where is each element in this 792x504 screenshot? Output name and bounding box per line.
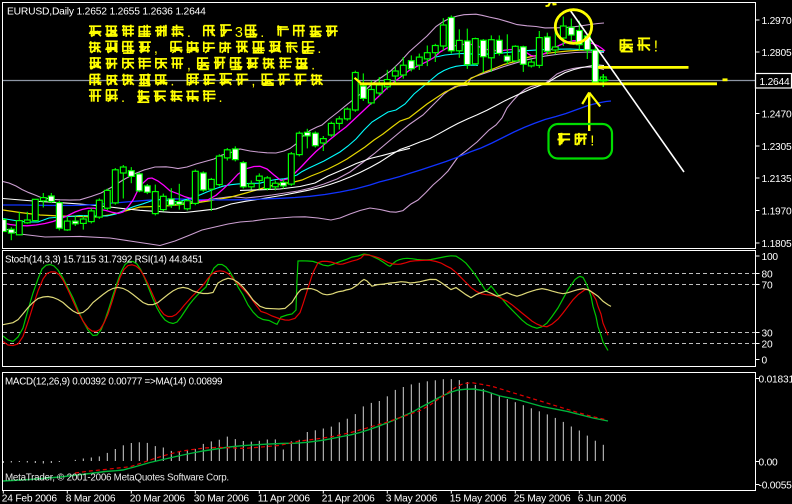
svg-text:70: 70: [762, 281, 773, 292]
svg-text:.: .: [121, 90, 125, 106]
svg-text:80: 80: [762, 270, 773, 281]
svg-text:1.2805: 1.2805: [762, 48, 792, 59]
svg-text:.: .: [187, 25, 191, 41]
svg-text:EURUSD,Daily 1.2652 1.2655 1.: EURUSD,Daily 1.2652 1.2655 1.2636 1.2644: [7, 7, 206, 18]
svg-text:0.00: 0.00: [759, 458, 779, 469]
svg-text:Stoch(14,3,3) 15.7115 31.7392: Stoch(14,3,3) 15.7115 31.7392 RSI(14) 44…: [5, 255, 203, 266]
svg-text:.: .: [311, 57, 315, 73]
svg-text:20: 20: [762, 340, 773, 351]
svg-text:8 Mar 2006: 8 Mar 2006: [66, 494, 116, 504]
svg-text:MetaTrader, © 2001-2006 MetaQu: MetaTrader, © 2001-2006 MetaQuotes Softw…: [5, 473, 229, 484]
svg-text:!: !: [654, 38, 658, 55]
svg-text:1.2135: 1.2135: [762, 174, 792, 185]
svg-text:15 May 2006: 15 May 2006: [450, 494, 507, 504]
svg-text:11 Apr 2006: 11 Apr 2006: [258, 494, 311, 504]
svg-text:MACD(12,26,9) 0.00392 0.00777: MACD(12,26,9) 0.00392 0.00777 =>MA(14) 0…: [5, 377, 222, 388]
svg-text:.: .: [317, 41, 321, 57]
svg-text:30: 30: [762, 329, 773, 340]
svg-text:1.2644: 1.2644: [760, 77, 790, 88]
svg-text:30 Mar 2006: 30 Mar 2006: [194, 494, 250, 504]
svg-text:25 May 2006: 25 May 2006: [514, 494, 571, 504]
svg-text:,: ,: [251, 74, 255, 90]
svg-text:,: ,: [187, 57, 191, 73]
svg-text:1.2970: 1.2970: [762, 16, 792, 27]
svg-text:20 Mar 2006: 20 Mar 2006: [130, 494, 186, 504]
svg-text:3 May 2006: 3 May 2006: [386, 494, 438, 504]
svg-text:0.01831: 0.01831: [759, 375, 792, 386]
svg-text:1.2305: 1.2305: [762, 142, 792, 153]
svg-text:.: .: [170, 74, 174, 90]
svg-text:1.2470: 1.2470: [762, 110, 792, 121]
svg-text:3: 3: [235, 25, 243, 41]
svg-text:1.1805: 1.1805: [762, 239, 792, 250]
svg-text:-0.00555: -0.00555: [759, 481, 792, 492]
svg-text:.: .: [260, 25, 264, 41]
svg-text:24 Feb 2006: 24 Feb 2006: [2, 494, 58, 504]
svg-text:1.1970: 1.1970: [762, 207, 792, 218]
svg-text:21 Apr 2006: 21 Apr 2006: [322, 494, 375, 504]
svg-text:0: 0: [762, 356, 768, 367]
svg-text:,: ,: [154, 41, 158, 57]
svg-text:100: 100: [762, 252, 779, 263]
svg-text:!: !: [590, 132, 594, 149]
svg-text:6 Jun 2006: 6 Jun 2006: [578, 494, 627, 504]
svg-text:.: .: [219, 90, 223, 106]
